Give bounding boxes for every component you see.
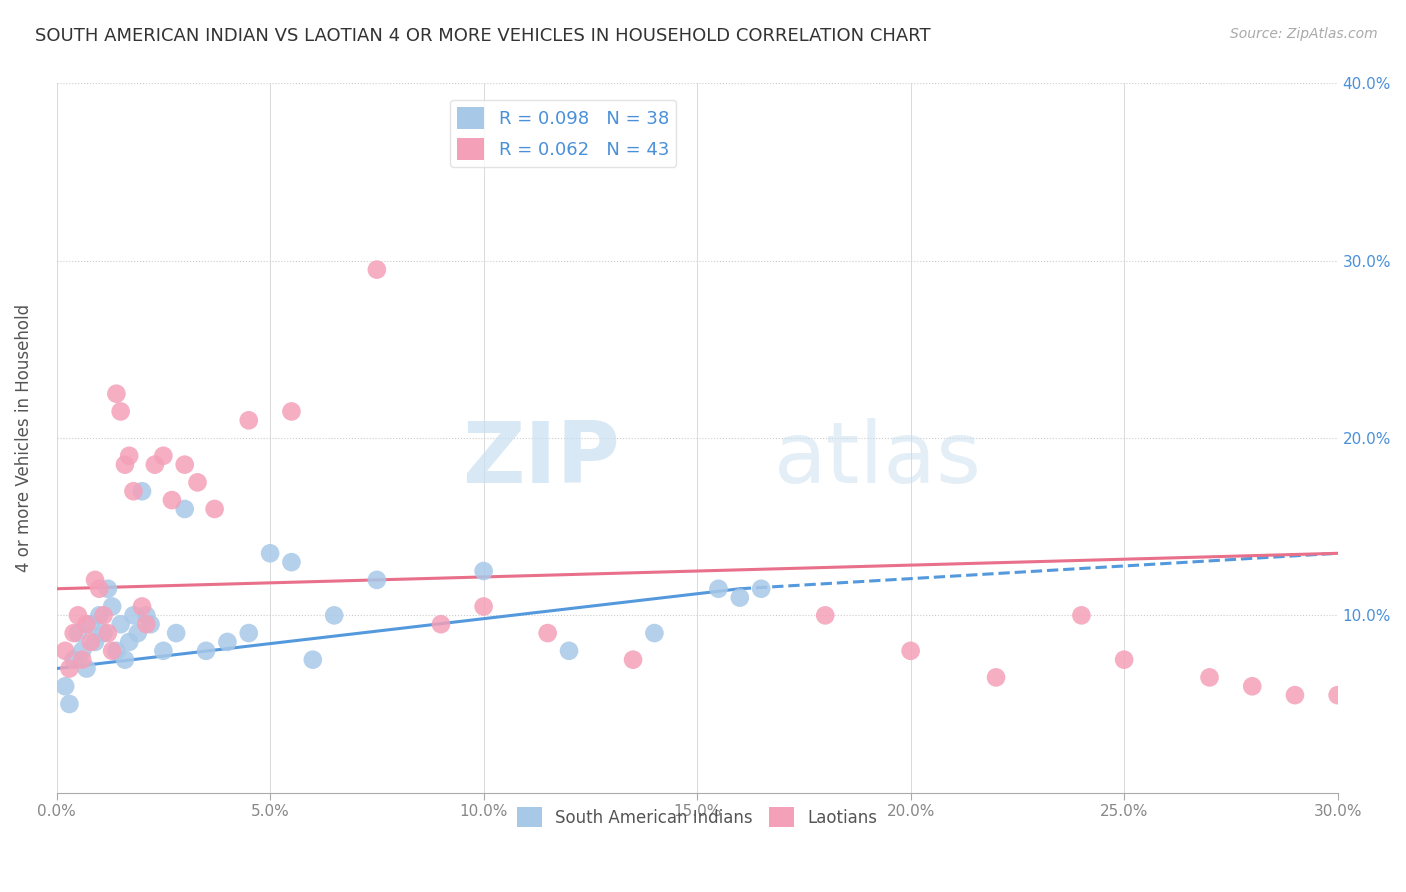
Point bbox=[160, 493, 183, 508]
Point bbox=[131, 599, 153, 614]
Point bbox=[558, 644, 581, 658]
Point bbox=[105, 386, 128, 401]
Point bbox=[472, 599, 495, 614]
Legend: South American Indians, Laotians: South American Indians, Laotians bbox=[510, 800, 884, 834]
Point bbox=[84, 635, 107, 649]
Point bbox=[62, 653, 84, 667]
Point bbox=[173, 502, 195, 516]
Point bbox=[195, 644, 218, 658]
Text: atlas: atlas bbox=[773, 417, 981, 500]
Point bbox=[131, 484, 153, 499]
Point bbox=[1326, 688, 1348, 702]
Point bbox=[259, 546, 281, 560]
Point bbox=[749, 582, 772, 596]
Point bbox=[97, 626, 120, 640]
Point bbox=[122, 484, 145, 499]
Point bbox=[62, 626, 84, 640]
Point bbox=[537, 626, 560, 640]
Point bbox=[728, 591, 751, 605]
Point bbox=[93, 608, 115, 623]
Point bbox=[900, 644, 922, 658]
Point bbox=[430, 617, 453, 632]
Text: SOUTH AMERICAN INDIAN VS LAOTIAN 4 OR MORE VEHICLES IN HOUSEHOLD CORRELATION CHA: SOUTH AMERICAN INDIAN VS LAOTIAN 4 OR MO… bbox=[35, 27, 931, 45]
Point bbox=[472, 564, 495, 578]
Point bbox=[1241, 679, 1264, 693]
Point bbox=[238, 413, 260, 427]
Point bbox=[643, 626, 665, 640]
Point bbox=[80, 635, 103, 649]
Point bbox=[101, 644, 124, 658]
Point bbox=[114, 458, 136, 472]
Point bbox=[53, 679, 76, 693]
Point bbox=[1070, 608, 1092, 623]
Point bbox=[135, 617, 157, 632]
Point bbox=[58, 661, 80, 675]
Point bbox=[280, 404, 302, 418]
Point bbox=[366, 262, 388, 277]
Point bbox=[70, 653, 93, 667]
Point bbox=[118, 449, 141, 463]
Point bbox=[165, 626, 187, 640]
Point bbox=[89, 608, 111, 623]
Point bbox=[1369, 564, 1392, 578]
Point bbox=[70, 644, 93, 658]
Point bbox=[66, 626, 89, 640]
Point bbox=[152, 644, 174, 658]
Point bbox=[53, 644, 76, 658]
Point bbox=[366, 573, 388, 587]
Point bbox=[84, 573, 107, 587]
Point bbox=[110, 404, 132, 418]
Point bbox=[1284, 688, 1306, 702]
Point bbox=[1198, 670, 1220, 684]
Point bbox=[110, 617, 132, 632]
Point bbox=[984, 670, 1007, 684]
Point bbox=[238, 626, 260, 640]
Point bbox=[122, 608, 145, 623]
Point bbox=[135, 608, 157, 623]
Point bbox=[1348, 546, 1371, 560]
Point bbox=[280, 555, 302, 569]
Point bbox=[76, 617, 98, 632]
Point bbox=[118, 635, 141, 649]
Point bbox=[143, 458, 166, 472]
Point bbox=[152, 449, 174, 463]
Text: Source: ZipAtlas.com: Source: ZipAtlas.com bbox=[1230, 27, 1378, 41]
Point bbox=[66, 608, 89, 623]
Point bbox=[301, 653, 323, 667]
Point bbox=[323, 608, 346, 623]
Y-axis label: 4 or more Vehicles in Household: 4 or more Vehicles in Household bbox=[15, 304, 32, 572]
Point bbox=[76, 661, 98, 675]
Point bbox=[93, 626, 115, 640]
Point bbox=[114, 653, 136, 667]
Point bbox=[89, 582, 111, 596]
Point bbox=[105, 644, 128, 658]
Point bbox=[814, 608, 837, 623]
Text: ZIP: ZIP bbox=[463, 417, 620, 500]
Point bbox=[707, 582, 730, 596]
Point bbox=[1114, 653, 1136, 667]
Point bbox=[58, 697, 80, 711]
Point bbox=[217, 635, 239, 649]
Point bbox=[80, 617, 103, 632]
Point bbox=[101, 599, 124, 614]
Point bbox=[139, 617, 162, 632]
Point bbox=[173, 458, 195, 472]
Point bbox=[127, 626, 149, 640]
Point bbox=[186, 475, 208, 490]
Point bbox=[204, 502, 226, 516]
Point bbox=[621, 653, 644, 667]
Point bbox=[97, 582, 120, 596]
